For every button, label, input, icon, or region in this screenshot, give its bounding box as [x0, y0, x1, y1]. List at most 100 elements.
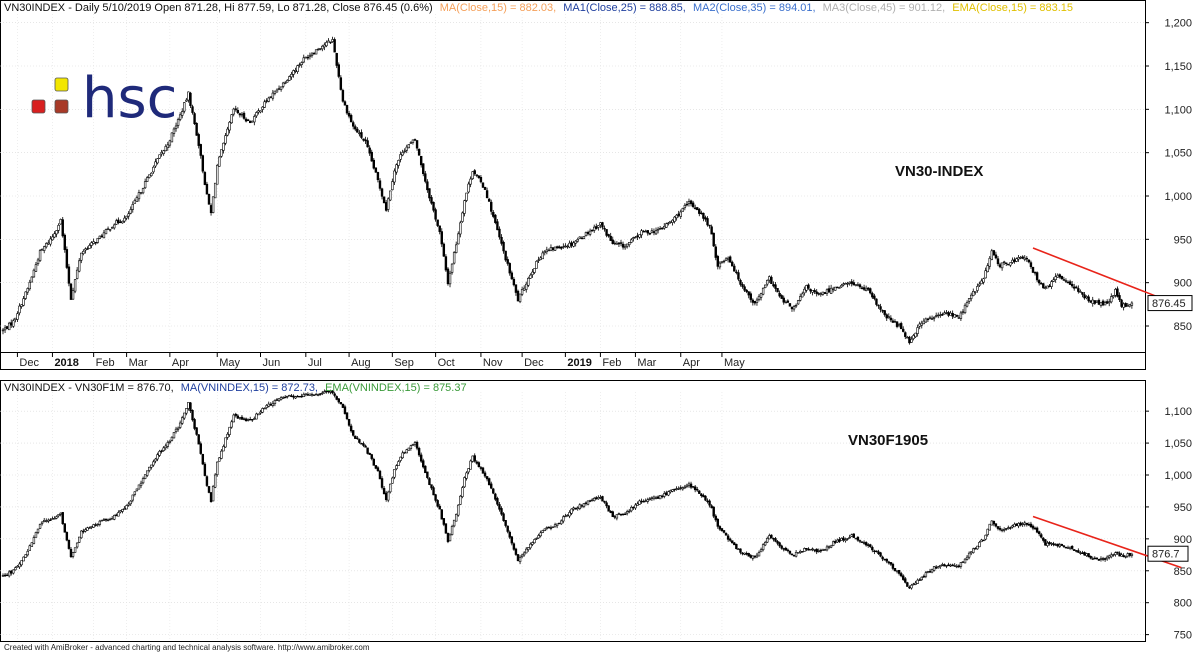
- panel2-candle-body: [166, 442, 169, 447]
- panel2-candle-body: [490, 483, 493, 489]
- panel2-tick-label: 800: [1174, 598, 1192, 610]
- panel2-candle-body: [102, 519, 106, 521]
- panel1-candle-body: [885, 314, 888, 319]
- panel1-candle-body: [926, 318, 930, 321]
- panel2-candle-body: [181, 417, 184, 424]
- panel1-candle-body: [290, 73, 293, 78]
- panel1-candle-body: [656, 228, 660, 231]
- panel2-candle-body: [887, 561, 891, 564]
- panel2-candle-body: [115, 514, 118, 517]
- panel2-last-badge: 876.7: [1147, 545, 1189, 562]
- panel2-candle-body: [759, 549, 763, 553]
- panel2-candle-body: [172, 432, 176, 439]
- panel1-candle-body: [1015, 258, 1018, 262]
- panel1-candle-body: [251, 120, 254, 123]
- panel2-candle-body: [947, 564, 950, 567]
- panel2-candle-body: [928, 570, 932, 573]
- panel1-candle-body: [465, 192, 468, 201]
- panel1-candle-body: [967, 298, 971, 302]
- panel2-candle-body: [827, 546, 831, 548]
- panel1-candle-body: [1118, 295, 1121, 301]
- panel2-candle-body: [642, 501, 645, 503]
- panel2-candle-body: [869, 544, 872, 547]
- panel1-candle-body: [279, 86, 283, 90]
- panel1-candle-body: [557, 246, 561, 249]
- panel2-candle-body: [471, 455, 474, 462]
- panel1-candle-body: [349, 115, 353, 123]
- panel2-candle-body: [883, 558, 886, 561]
- panel1-candle-body: [1085, 296, 1088, 299]
- panel1-candle-body: [308, 54, 312, 58]
- panel1-candle-body: [481, 182, 485, 188]
- panel1-candle-body: [731, 261, 734, 267]
- panel1-candles: [1, 36, 1134, 345]
- panel1-candle-body: [757, 295, 761, 300]
- panel1-candle-body: [399, 154, 402, 160]
- panel2-candle-body: [673, 488, 676, 491]
- panel2-candle-body: [341, 403, 345, 408]
- panel2-candle-body: [407, 447, 411, 451]
- panel2-candle-body: [566, 514, 569, 517]
- panel2-candle-body: [1035, 527, 1039, 533]
- panel2-candle-body: [638, 500, 641, 505]
- panel2-candle-body: [520, 554, 524, 558]
- panel1-candle-body: [1040, 283, 1043, 285]
- panel1-candle-body: [490, 201, 493, 212]
- panel1-candle-body: [442, 243, 446, 257]
- panel2-candle-body: [244, 418, 248, 422]
- panel2-candle-body: [146, 470, 149, 476]
- panel1-candle-body: [36, 259, 40, 265]
- panel2-candle-body: [284, 396, 287, 399]
- panel2-candle-body: [354, 435, 357, 439]
- panel1-last-value: 876.45: [1152, 298, 1186, 310]
- panel1-candle-body: [201, 155, 205, 172]
- panel1-tick-label: 950: [1174, 234, 1192, 246]
- panel1-candle-body: [102, 232, 106, 239]
- panel2-candle-body: [67, 539, 71, 549]
- panel1-candle-body: [871, 293, 874, 298]
- panel2-candle-body: [174, 428, 178, 432]
- panel1-candle-body: [630, 239, 633, 243]
- panel2-candle-body: [551, 526, 555, 528]
- panel2-candle-body: [1110, 554, 1113, 558]
- panel1-candle-body: [578, 236, 582, 239]
- panel1-candle-body: [286, 80, 289, 83]
- panel1-candle-body: [790, 306, 794, 310]
- panel1-candle-body: [883, 310, 886, 315]
- panel2-candle-body: [658, 495, 662, 500]
- panel1-candle-body: [506, 259, 509, 264]
- panel2-candle-body: [549, 527, 553, 529]
- panel2-ema-legend: EMA(VNINDEX,15) = 875.37: [325, 382, 467, 394]
- panel1-candle-body: [457, 233, 460, 245]
- panel1-candle-body: [1007, 263, 1010, 266]
- panel1-candle-body: [419, 155, 423, 166]
- panel2-candle-body: [937, 566, 940, 569]
- panel2-candle-body: [904, 578, 907, 583]
- panel2-candle-body: [1101, 558, 1105, 560]
- panel2-candle-body: [1019, 522, 1022, 526]
- panel2-candle-body: [271, 403, 275, 406]
- panel2-candle-body: [708, 500, 711, 506]
- panel1-candle-body: [446, 268, 450, 285]
- panel1-candle-body: [183, 102, 186, 112]
- panel1-candle-body: [817, 293, 820, 295]
- panel2-candle-body: [314, 393, 318, 396]
- panel1-candle-body: [5, 326, 9, 329]
- panel1-candle-body: [10, 322, 13, 326]
- panel1-candle-body: [545, 249, 549, 253]
- panel1-candle-body: [288, 76, 291, 81]
- panel1-candle-body: [382, 196, 386, 204]
- panel2-candle-body: [364, 445, 367, 448]
- panel1-candle-body: [1048, 285, 1051, 287]
- panel1-candle-body: [49, 238, 52, 245]
- panel2-candle-body: [57, 514, 60, 517]
- panel2-candle-body: [803, 548, 806, 552]
- panel2-candle-body: [844, 539, 847, 542]
- panel1-candle-body: [1083, 294, 1086, 299]
- panel2-candle-body: [834, 541, 837, 543]
- month-label: May: [724, 357, 745, 369]
- panel2-candle-body: [1021, 523, 1024, 525]
- panel1-candle-body: [90, 242, 93, 246]
- panel2-candle-body: [137, 484, 141, 490]
- panel1-candle-body: [92, 241, 95, 244]
